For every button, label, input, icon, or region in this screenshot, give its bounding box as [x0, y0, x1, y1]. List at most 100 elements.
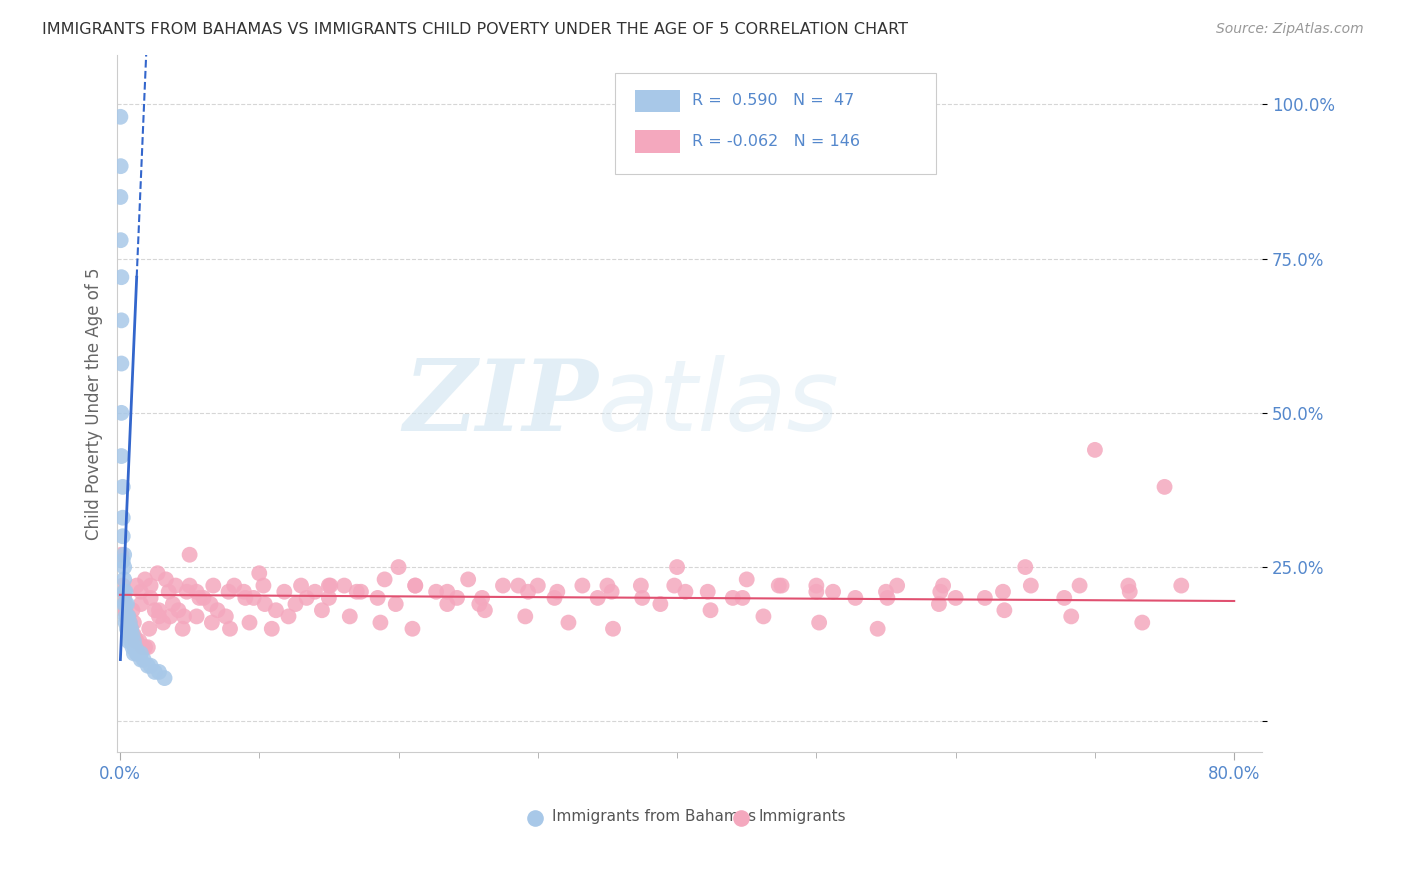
- Point: [770, 578, 793, 592]
- Point: [167, 603, 190, 617]
- Point: [110, 270, 132, 285]
- Point: [110, 548, 132, 562]
- Point: [153, 671, 176, 685]
- Point: [515, 609, 537, 624]
- Point: [117, 609, 139, 624]
- Point: [125, 647, 148, 661]
- Point: [808, 615, 831, 630]
- Point: [253, 597, 276, 611]
- Point: [350, 584, 373, 599]
- Point: [664, 578, 686, 592]
- Point: [124, 640, 146, 655]
- Point: [1014, 560, 1036, 574]
- Point: [179, 578, 201, 592]
- Point: [112, 573, 135, 587]
- Point: [492, 578, 515, 592]
- Point: [132, 652, 155, 666]
- Point: [121, 603, 143, 617]
- Point: [173, 609, 195, 624]
- Point: [546, 584, 568, 599]
- Point: [260, 622, 283, 636]
- Point: [112, 548, 135, 562]
- Point: [886, 578, 908, 592]
- Point: [219, 622, 242, 636]
- Point: [117, 622, 139, 636]
- Point: [111, 480, 134, 494]
- Point: [600, 584, 623, 599]
- Point: [111, 510, 134, 524]
- Point: [823, 584, 845, 599]
- Point: [318, 578, 340, 592]
- Point: [617, 772, 640, 787]
- Point: [110, 449, 132, 463]
- Point: [876, 591, 898, 605]
- Point: [125, 634, 148, 648]
- Point: [1170, 578, 1192, 592]
- Point: [768, 578, 790, 592]
- Point: [273, 584, 295, 599]
- Point: [122, 628, 145, 642]
- Point: [120, 622, 142, 636]
- Point: [176, 584, 198, 599]
- Point: [318, 591, 340, 605]
- Point: [596, 578, 619, 592]
- Point: [125, 578, 148, 592]
- Point: [143, 665, 166, 679]
- Point: [374, 573, 396, 587]
- Point: [134, 573, 156, 587]
- Point: [139, 591, 162, 605]
- Point: [121, 640, 143, 655]
- Point: [120, 622, 142, 636]
- Point: [232, 584, 254, 599]
- Point: [114, 584, 136, 599]
- Point: [1153, 480, 1175, 494]
- Point: [666, 560, 689, 574]
- Point: [650, 597, 672, 611]
- Point: [721, 591, 744, 605]
- Point: [543, 591, 565, 605]
- Point: [202, 578, 225, 592]
- Point: [110, 313, 132, 327]
- Point: [115, 609, 138, 624]
- Point: [207, 603, 229, 617]
- Text: R = -0.062   N = 146: R = -0.062 N = 146: [692, 134, 860, 149]
- Text: Immigrants from Bahamas: Immigrants from Bahamas: [553, 809, 756, 824]
- Point: [186, 609, 208, 624]
- Point: [117, 615, 139, 630]
- Point: [110, 159, 132, 173]
- Point: [143, 603, 166, 617]
- Point: [146, 566, 169, 581]
- Point: [333, 578, 356, 592]
- Point: [162, 597, 184, 611]
- Point: [201, 615, 224, 630]
- Point: [404, 578, 426, 592]
- Point: [468, 597, 491, 611]
- Point: [215, 609, 238, 624]
- Point: [631, 591, 654, 605]
- Text: ZIP: ZIP: [404, 355, 598, 452]
- Point: [155, 573, 177, 587]
- Point: [866, 622, 889, 636]
- Point: [436, 597, 458, 611]
- Point: [136, 658, 159, 673]
- Point: [111, 529, 134, 543]
- Point: [159, 609, 181, 624]
- Point: [277, 609, 299, 624]
- Point: [122, 615, 145, 630]
- Point: [129, 584, 152, 599]
- Y-axis label: Child Poverty Under the Age of 5: Child Poverty Under the Age of 5: [86, 268, 103, 540]
- Point: [136, 640, 159, 655]
- Point: [118, 615, 141, 630]
- Point: [252, 578, 274, 592]
- Point: [110, 357, 132, 371]
- Point: [264, 603, 287, 617]
- Point: [868, 772, 890, 787]
- Point: [991, 584, 1014, 599]
- Point: [112, 597, 135, 611]
- Point: [242, 591, 264, 605]
- Point: [675, 584, 697, 599]
- Point: [186, 584, 208, 599]
- FancyBboxPatch shape: [634, 130, 681, 153]
- Point: [304, 584, 326, 599]
- Point: [114, 609, 136, 624]
